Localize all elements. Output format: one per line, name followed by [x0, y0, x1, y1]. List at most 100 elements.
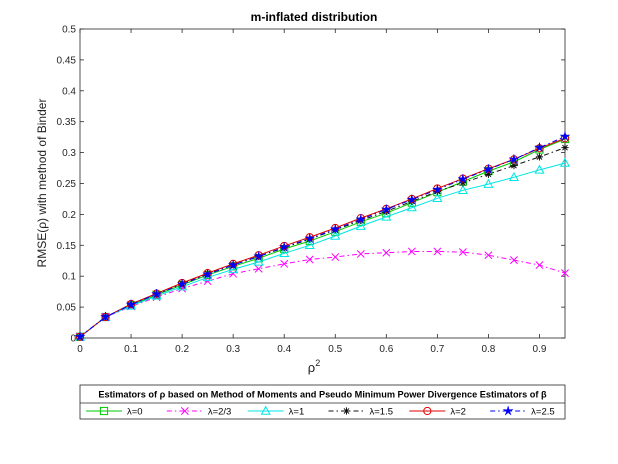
series-point — [508, 171, 519, 182]
x-tick-label: 0 — [77, 344, 83, 355]
series-point — [509, 256, 518, 265]
series-point — [305, 255, 314, 264]
series-point — [457, 184, 468, 194]
series-point — [330, 230, 341, 240]
legend-marker — [503, 405, 514, 416]
legend-label: λ=2.5 — [531, 407, 555, 418]
x-tick-label: 0.7 — [430, 344, 444, 355]
series-point — [75, 331, 85, 342]
y-tick-label: 0 — [70, 334, 76, 345]
y-tick-label: 0.4 — [62, 86, 76, 97]
legend-marker — [260, 405, 271, 415]
series-point — [432, 192, 443, 203]
series-point — [177, 279, 187, 289]
legend-label: λ=0 — [127, 407, 143, 418]
series-point — [406, 194, 418, 204]
legend-label: λ=1 — [289, 407, 305, 418]
y-tick-label: 0.05 — [57, 303, 77, 314]
series-line — [79, 162, 566, 338]
legend-entry-2: λ=1 — [247, 405, 305, 418]
series-point — [433, 247, 442, 256]
series-point — [510, 161, 518, 170]
y-tick-label: 0.5 — [62, 25, 76, 36]
legend-entry-3: λ=1.5 — [328, 407, 394, 418]
series-point — [406, 202, 417, 212]
series-point — [229, 269, 238, 278]
series-point — [559, 157, 571, 167]
legend-label: λ=1.5 — [370, 407, 394, 418]
legend: Estimators of ρ based on Method of Momen… — [79, 384, 566, 420]
y-tick-label: 0.2 — [62, 210, 76, 221]
series-point — [534, 141, 545, 152]
series-point — [202, 268, 213, 279]
series-point — [561, 269, 569, 278]
series-point — [458, 174, 468, 184]
x-axis-label-base: ρ — [308, 360, 315, 375]
y-tick-label: 0.35 — [57, 117, 77, 128]
legend-box — [79, 384, 566, 420]
series-point — [100, 310, 111, 322]
series-line — [79, 250, 566, 338]
y-tick-label: 0.25 — [57, 179, 77, 190]
legend-marker — [180, 407, 189, 415]
series-line — [79, 147, 566, 338]
series-point — [227, 260, 239, 270]
x-tick-label: 0.5 — [328, 344, 342, 355]
legend-label: λ=2 — [450, 407, 466, 418]
series-5 — [75, 131, 571, 342]
legend-entry-5: λ=2.5 — [490, 405, 555, 418]
legend-entry-0: λ=0 — [86, 407, 143, 418]
series-point — [482, 164, 495, 174]
series-point — [252, 251, 265, 261]
x-tick-label: 0.3 — [226, 344, 240, 355]
plot-area: 0 0.1 0.2 0.3 0.4 0.5 0.6 0.7 0.8 0.9 0 0.05 0.1 0.15… — [57, 25, 571, 355]
series-line — [79, 136, 566, 338]
series-point — [280, 259, 289, 268]
legend-marker — [342, 407, 351, 415]
series-point — [509, 153, 519, 164]
series-point — [382, 248, 391, 257]
legend-marker — [423, 406, 432, 416]
series-point — [355, 213, 366, 224]
x-tick-label: 0.6 — [379, 344, 393, 355]
series-point — [381, 211, 392, 221]
x-tick-label: 0.4 — [277, 344, 291, 355]
y-tick-label: 0.45 — [57, 55, 77, 66]
series-point — [304, 239, 315, 249]
x-tick-label: 0.9 — [533, 344, 547, 355]
y-tick-label: 0.1 — [62, 272, 76, 283]
series-point — [356, 249, 365, 258]
y-tick-label: 0.3 — [62, 148, 76, 159]
series-point — [407, 247, 416, 256]
series-point — [484, 251, 493, 260]
legend-entry-1: λ=2/3 — [166, 407, 232, 418]
legend-title: Estimators of ρ based on Method of Momen… — [98, 390, 547, 400]
chart-title: m-inflated distribution — [251, 10, 378, 24]
series-point — [561, 144, 569, 152]
x-tick-label: 0.1 — [124, 344, 138, 355]
x-tick-label: 0.2 — [175, 344, 189, 355]
series-point — [459, 179, 467, 187]
y-tick-label: 0.15 — [57, 241, 77, 252]
series-point — [329, 224, 341, 234]
series-point — [228, 263, 239, 274]
series-point — [126, 298, 136, 309]
legend-label: λ=2/3 — [208, 407, 232, 418]
series-point — [279, 241, 290, 252]
series-point — [150, 289, 163, 299]
series-point — [331, 253, 340, 261]
series-point — [458, 248, 467, 257]
series-point — [535, 261, 544, 270]
series-point — [253, 256, 264, 266]
legend-marker — [99, 406, 109, 416]
series-point — [483, 178, 494, 188]
x-tick-label: 0.8 — [481, 344, 495, 355]
series-point — [432, 183, 443, 194]
series-point — [484, 170, 493, 178]
series-point — [534, 164, 545, 174]
series-line — [79, 137, 566, 338]
series-point — [355, 220, 366, 230]
x-axis-label-superscript: 2 — [315, 358, 320, 368]
series-point — [304, 233, 316, 243]
